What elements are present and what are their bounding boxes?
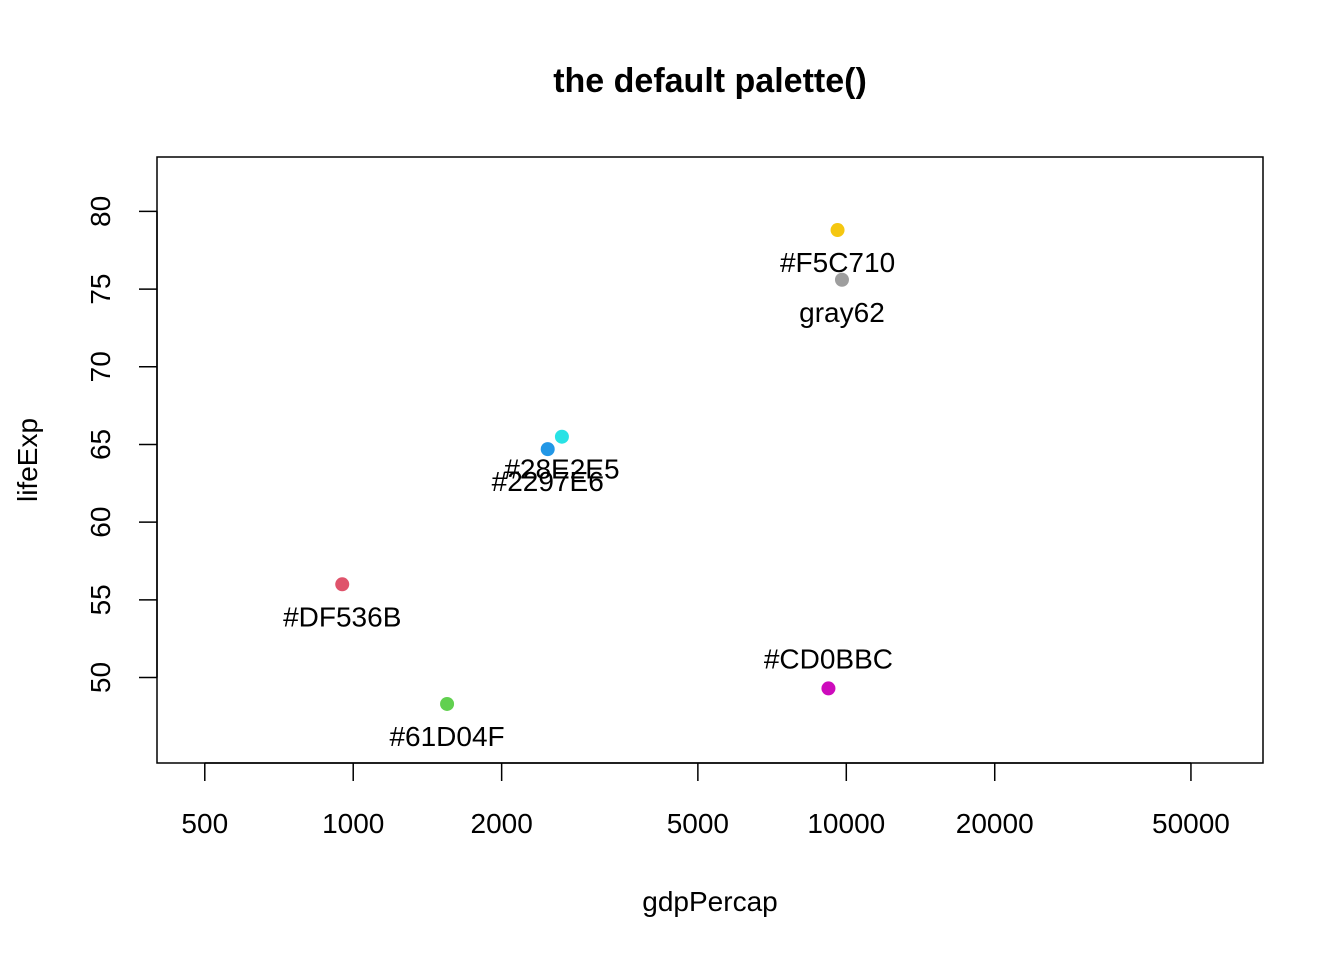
x-axis-label: gdpPercap: [642, 886, 777, 917]
data-point: [540, 442, 555, 457]
data-points: [335, 223, 849, 711]
y-axis-label: lifeExp: [12, 418, 43, 502]
y-axis: 50 55 60 65 70 75 80: [85, 196, 158, 693]
data-point: [335, 577, 350, 592]
point-label: #2297E6: [492, 466, 604, 497]
data-point: [440, 696, 455, 711]
x-tick-label: 1000: [322, 808, 384, 839]
y-tick-label: 65: [85, 429, 116, 460]
x-axis: 500 1000 2000 5000 10000 20000 50000: [181, 762, 1230, 839]
point-label: #61D04F: [389, 721, 504, 752]
data-point: [554, 429, 569, 444]
x-tick-label: 5000: [667, 808, 729, 839]
point-labels: #DF536B #61D04F #2297E6#28E2E5 #CD0BBC #F5C7…: [283, 247, 895, 752]
x-tick-label: 20000: [956, 808, 1034, 839]
y-tick-label: 75: [85, 273, 116, 304]
data-point: [821, 681, 836, 696]
chart-title: the default palette(): [553, 62, 867, 100]
x-tick-label: 500: [181, 808, 228, 839]
data-point: [834, 272, 849, 287]
point-label: #28E2E5: [504, 454, 619, 485]
point-label: #CD0BBC: [764, 643, 893, 674]
plot-frame: [156, 156, 1264, 764]
y-tick-label: 50: [85, 662, 116, 693]
point-label: #DF536B: [283, 601, 401, 632]
point-label: gray62: [799, 297, 885, 328]
y-tick-label: 60: [85, 507, 116, 538]
point-label: #F5C710: [780, 247, 895, 278]
x-tick-label: 10000: [807, 808, 885, 839]
y-tick-label: 70: [85, 351, 116, 382]
x-tick-label: 2000: [471, 808, 533, 839]
y-tick-label: 55: [85, 584, 116, 615]
y-tick-label: 80: [85, 196, 116, 227]
x-tick-label: 50000: [1152, 808, 1230, 839]
data-point: [830, 223, 845, 238]
